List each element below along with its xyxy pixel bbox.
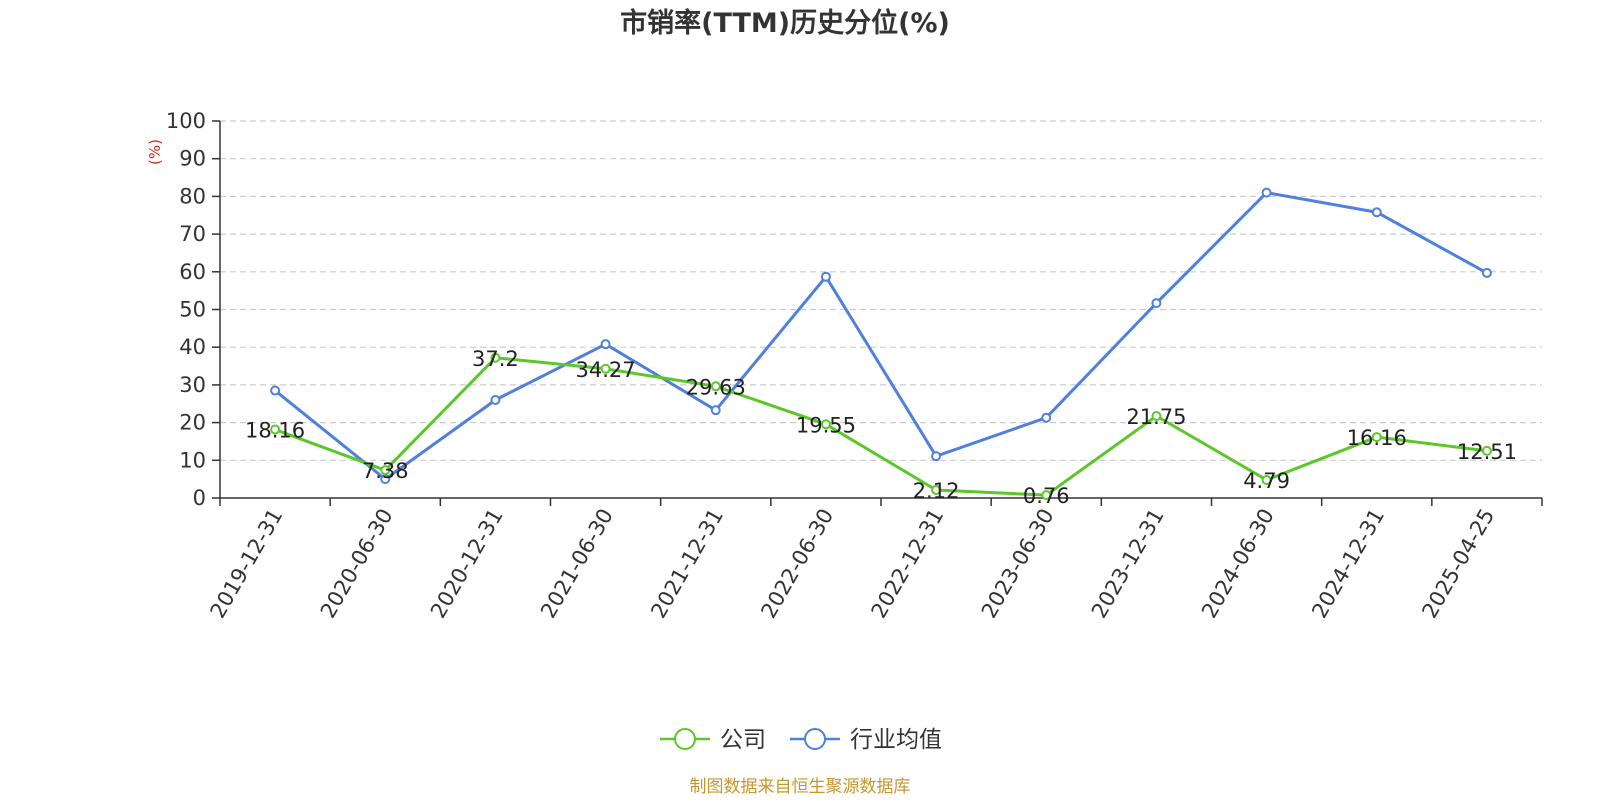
data-point xyxy=(1041,490,1052,501)
series-line xyxy=(274,356,1488,497)
gridlines xyxy=(220,120,1542,461)
y-tick-label: 90 xyxy=(179,147,206,171)
legend: 公司 行业均值 xyxy=(660,727,942,753)
data-label: 12.51 xyxy=(1457,440,1517,464)
x-tick-label: 2020-06-30 xyxy=(316,505,398,623)
data-label: 29.63 xyxy=(686,375,746,399)
data-point xyxy=(600,339,611,350)
legend-item-1: 行业均值 xyxy=(790,727,942,753)
y-tick-label: 20 xyxy=(179,411,206,435)
legend-label: 行业均值 xyxy=(850,727,942,753)
data-point xyxy=(710,381,721,392)
data-label: 34.27 xyxy=(576,358,636,382)
x-tick-label: 2019-12-31 xyxy=(206,505,288,623)
x-tick-label: 2020-12-31 xyxy=(426,505,508,623)
data-point xyxy=(1371,207,1382,218)
axes: 0 10 20 30 40 50 60 70 80 90 100 2019-12-31 2020-06-… xyxy=(166,109,1543,623)
data-point xyxy=(490,352,501,363)
series-line xyxy=(274,191,1488,481)
y-tick-label: 70 xyxy=(179,222,206,246)
data-point xyxy=(490,394,501,405)
data-point xyxy=(1151,411,1162,422)
data-point xyxy=(270,424,281,435)
data-label: 0.76 xyxy=(1023,484,1070,508)
y-tick-label: 60 xyxy=(179,260,206,284)
data-point xyxy=(270,385,281,396)
data-point xyxy=(820,419,831,430)
data-point xyxy=(931,485,942,496)
data-label: 19.55 xyxy=(796,413,856,437)
legend-marker xyxy=(674,728,696,750)
series-group: 18.16 7.38 37.2 34.27 29.63 19.55 2.12 0.76 21.7… xyxy=(245,187,1517,508)
data-label: 7.38 xyxy=(362,459,409,483)
x-tick-label: 2025-04-25 xyxy=(1417,505,1499,623)
chart-title: 市销率(TTM)历史分位(%) xyxy=(620,7,950,39)
data-point xyxy=(931,451,942,462)
data-point xyxy=(600,363,611,374)
data-point xyxy=(1371,432,1382,443)
legend-marker xyxy=(804,728,826,750)
data-point xyxy=(1261,474,1272,485)
series-1 xyxy=(270,187,1492,485)
y-tick-label: 50 xyxy=(179,298,206,322)
x-tick-label: 2022-12-31 xyxy=(867,505,949,623)
data-point xyxy=(1151,298,1162,309)
data-label: 18.16 xyxy=(245,419,305,443)
data-point xyxy=(1481,445,1492,456)
data-point xyxy=(1481,267,1492,278)
legend-item-0: 公司 xyxy=(660,727,766,753)
data-label: 4.79 xyxy=(1243,469,1290,493)
data-point xyxy=(1041,412,1052,423)
x-tick-label: 2021-06-30 xyxy=(536,505,618,623)
source-note: 制图数据来自恒生聚源数据库 xyxy=(690,777,911,797)
y-axis-label: (%) xyxy=(146,139,164,165)
data-point xyxy=(710,405,721,416)
x-tick-label: 2022-06-30 xyxy=(756,505,838,623)
y-tick-label: 100 xyxy=(166,109,206,133)
data-label: 2.12 xyxy=(913,479,960,503)
legend-label: 公司 xyxy=(720,727,766,753)
data-point xyxy=(820,271,831,282)
data-label: 21.75 xyxy=(1126,405,1186,429)
data-label: 16.16 xyxy=(1347,426,1407,450)
y-tick-label: 30 xyxy=(179,373,206,397)
x-tick-label: 2024-06-30 xyxy=(1197,505,1279,623)
y-tick-label: 10 xyxy=(179,448,206,472)
x-tick-label: 2023-12-31 xyxy=(1087,505,1169,623)
x-tick-label: 2021-12-31 xyxy=(646,505,728,623)
x-tick-label: 2024-12-31 xyxy=(1307,505,1389,623)
y-tick-label: 0 xyxy=(193,486,206,510)
y-tick-label: 80 xyxy=(179,184,206,208)
y-tick-label: 40 xyxy=(179,335,206,359)
series-0: 18.16 7.38 37.2 34.27 29.63 19.55 2.12 0.76 21.7… xyxy=(245,347,1517,508)
x-tick-label: 2023-06-30 xyxy=(977,505,1059,623)
data-label: 37.2 xyxy=(472,347,519,371)
data-point xyxy=(1261,187,1272,198)
data-point xyxy=(380,465,391,476)
